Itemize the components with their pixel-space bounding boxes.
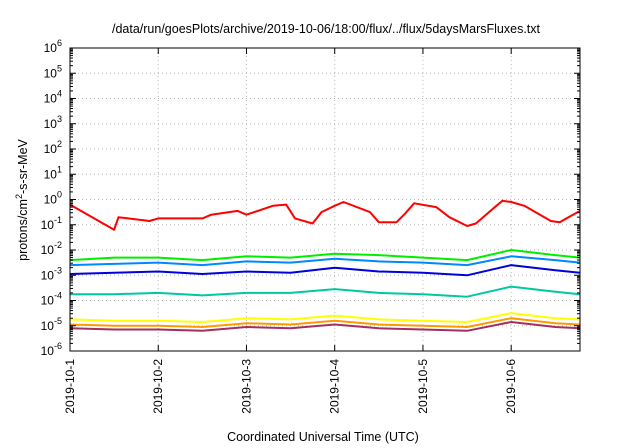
y-tick-label: 10-2: [41, 240, 62, 257]
x-tick-label: 2019-10-3: [239, 359, 253, 414]
series-line: [69, 264, 581, 277]
y-axis-label-main: protons/cm: [16, 199, 30, 261]
y-tick-exponent: -4: [54, 291, 62, 301]
y-tick-exponent: 4: [57, 89, 62, 99]
y-axis-label: protons/cm2-s-sr-MeV: [14, 138, 30, 260]
y-tick-label: 102: [44, 139, 62, 156]
x-axis-label: Coordinated Universal Time (UTC): [227, 430, 419, 444]
y-tick-exponent: 2: [57, 139, 62, 149]
series-line: [69, 317, 581, 328]
y-tick-exponent: 3: [57, 114, 62, 124]
series-line: [69, 312, 581, 323]
y-tick-label: 103: [44, 114, 62, 131]
x-axis-ticks: 2019-10-1 2019-10-2 2019-10-3 2019-10-4 2019…: [63, 48, 518, 414]
x-tick-label: 2019-10-1: [63, 359, 77, 414]
y-tick-exponent: 5: [57, 63, 62, 73]
y-axis-ticks: 10-610-510-410-310-210-11001011021031041…: [41, 38, 580, 358]
y-tick-base: 10: [44, 167, 58, 181]
y-tick-base: 10: [41, 319, 55, 333]
y-tick-base: 10: [44, 142, 58, 156]
y-tick-label: 100: [44, 190, 62, 207]
series-line: [69, 199, 581, 231]
y-tick-label: 10-4: [41, 291, 62, 308]
y-tick-exponent: -5: [54, 316, 62, 326]
y-tick-label: 10-1: [41, 215, 62, 232]
y-tick-label: 10-6: [41, 341, 62, 358]
y-tick-base: 10: [41, 344, 55, 358]
y-axis-label-sup: 2: [14, 194, 24, 199]
y-tick-exponent: -3: [54, 265, 62, 275]
y-tick-label: 10-5: [41, 316, 62, 333]
x-tick-label: 2019-10-4: [328, 359, 342, 414]
y-tick-exponent: -2: [54, 240, 62, 250]
series-line: [69, 249, 581, 262]
y-tick-base: 10: [41, 243, 55, 257]
x-tick-label: 2019-10-5: [416, 359, 430, 414]
y-tick-base: 10: [44, 92, 58, 106]
y-tick-base: 10: [41, 218, 55, 232]
chart-title: /data/run/goesPlots/archive/2019-10-06/1…: [112, 22, 541, 36]
series-line: [70, 285, 581, 298]
y-tick-label: 101: [44, 164, 62, 181]
y-tick-base: 10: [41, 268, 55, 282]
x-tick-label: 2019-10-6: [504, 359, 518, 414]
y-tick-label: 105: [44, 63, 62, 80]
y-tick-label: 104: [44, 89, 62, 106]
series-line: [69, 255, 581, 267]
series-line: [69, 321, 581, 332]
y-tick-base: 10: [41, 294, 55, 308]
series-lines: [69, 199, 581, 332]
y-tick-exponent: 1: [57, 164, 62, 174]
y-axis-label-tail: -s-sr-MeV: [16, 138, 30, 194]
x-tick-label: 2019-10-2: [151, 359, 165, 414]
y-tick-exponent: -6: [54, 341, 62, 351]
y-tick-base: 10: [44, 41, 58, 55]
y-tick-base: 10: [44, 117, 58, 131]
y-tick-exponent: -1: [54, 215, 62, 225]
y-tick-exponent: 6: [57, 38, 62, 48]
grid-lines: [70, 48, 580, 351]
y-tick-label: 10-3: [41, 265, 62, 282]
y-tick-base: 10: [44, 193, 58, 207]
y-tick-label: 106: [44, 38, 62, 55]
y-tick-base: 10: [44, 66, 58, 80]
y-tick-exponent: 0: [57, 190, 62, 200]
